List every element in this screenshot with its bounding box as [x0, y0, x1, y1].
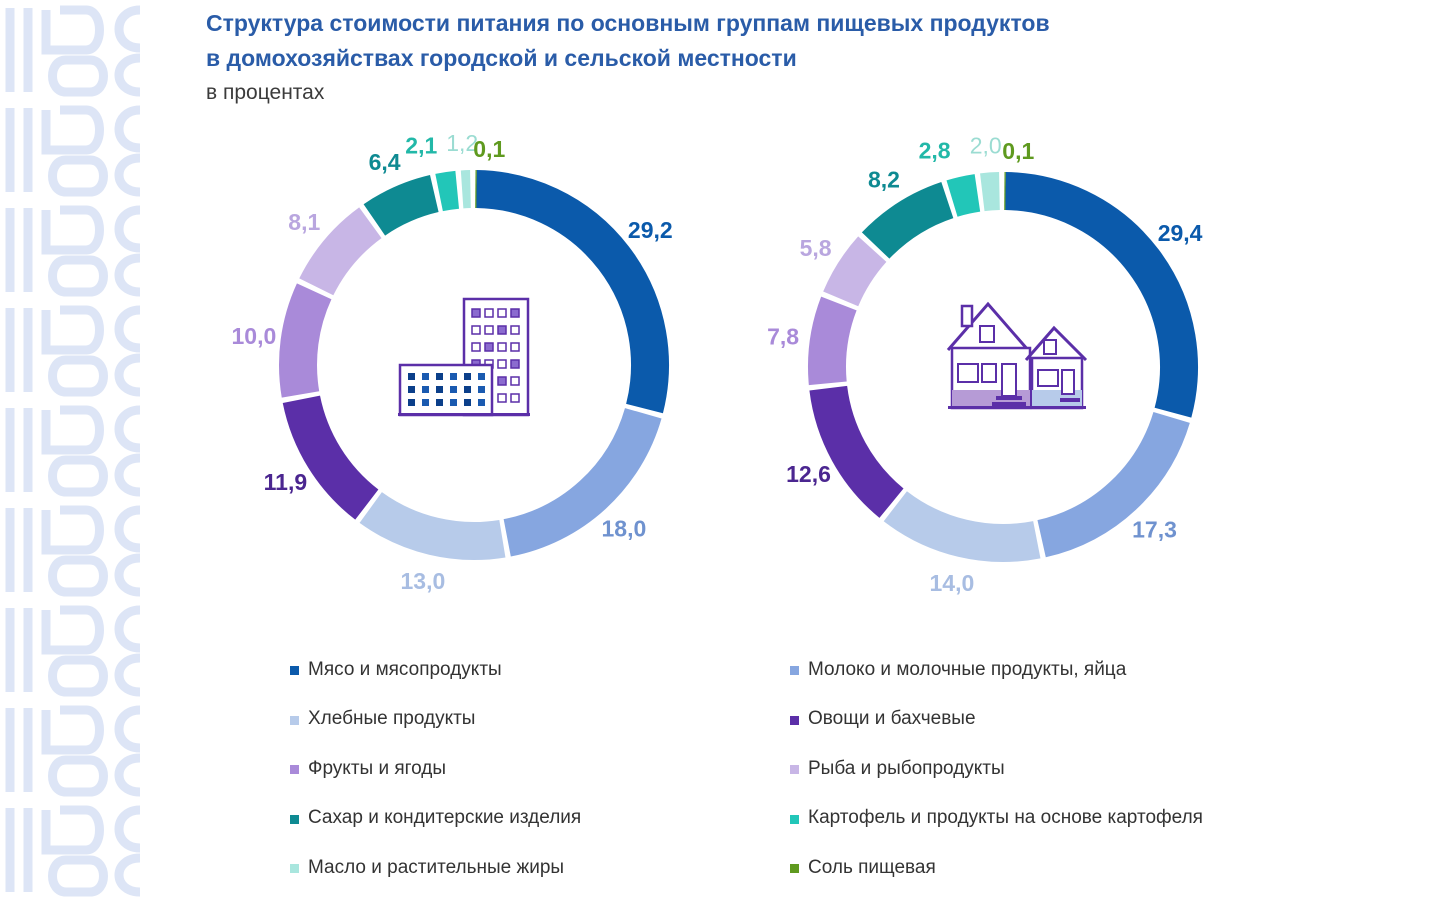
data-label: 13,0: [401, 568, 446, 594]
donut-slice: [279, 283, 332, 398]
legend-swatch: [290, 666, 299, 676]
data-label: 8,2: [868, 167, 900, 193]
apartment-buildings-icon: [398, 297, 530, 417]
legend-swatch: [790, 715, 799, 725]
donut-slice: [435, 170, 460, 212]
legend-item: Молоко и молочные продукты, яйца: [790, 645, 1290, 695]
legend-swatch: [790, 765, 799, 775]
legend-swatch: [290, 814, 299, 824]
donut-slice: [946, 174, 981, 217]
chart-title: Структура стоимости питания по основным …: [206, 6, 1306, 76]
data-label: 7,8: [767, 323, 799, 349]
legend-item: Рыба и рыбопродукты: [790, 744, 1290, 794]
legend-label: Соль пищевая: [808, 856, 936, 878]
country-houses-icon: [946, 301, 1088, 410]
legend-swatch: [290, 715, 299, 725]
data-label: 14,0: [930, 570, 975, 596]
legend-swatch: [790, 814, 799, 824]
donut-slice: [861, 182, 954, 260]
donut-slice: [363, 175, 440, 236]
legend-item: Сахар и кондитерские изделия: [290, 794, 790, 844]
data-label: 5,8: [800, 235, 832, 261]
legend-item: Овощи и бахчевые: [790, 695, 1290, 745]
data-label: 2,8: [919, 137, 951, 163]
legend-swatch: [290, 864, 299, 874]
data-label: 29,4: [1158, 220, 1203, 246]
legend-swatch: [790, 864, 799, 874]
data-label: 0,1: [473, 136, 505, 162]
legend-item: Масло и растительные жиры: [290, 843, 790, 893]
data-label: 8,1: [288, 209, 320, 235]
data-label: 6,4: [369, 149, 401, 175]
legend-item: Соль пищевая: [790, 843, 1290, 893]
legend-label: Овощи и бахчевые: [808, 708, 976, 730]
legend-item: Картофель и продукты на основе картофеля: [790, 794, 1290, 844]
decorative-pattern: [5, 5, 141, 897]
data-label: 2,0: [970, 133, 1002, 159]
donut-slice: [1004, 172, 1198, 418]
donut-slice: [823, 236, 887, 307]
legend-item: Мясо и мясопродукты: [290, 645, 790, 695]
legend-item: Хлебные продукты: [290, 695, 790, 745]
legend-item: Фрукты и ягоды: [290, 744, 790, 794]
donut-slice: [503, 407, 662, 557]
rural-donut-chart: 29,4 17,3 14,0 12,6 7,8 5,8 8,2 2,8 2,0 0,1: [767, 133, 1203, 597]
data-label: 29,2: [628, 217, 673, 243]
data-label: 17,3: [1132, 516, 1177, 542]
title-line-1: Структура стоимости питания по основным …: [206, 10, 1050, 36]
legend-swatch: [290, 765, 299, 775]
data-label: 1,2: [446, 130, 478, 156]
legend-label: Молоко и молочные продукты, яйца: [808, 658, 1127, 680]
legend-label: Картофель и продукты на основе картофеля: [808, 807, 1203, 829]
donut-charts: 29,218,013,011,910,08,16,42,1 1,20,1 29,4…: [232, 130, 1203, 597]
donut-slice: [282, 395, 379, 520]
legend-label: Фрукты и ягоды: [308, 757, 447, 779]
data-label: 10,0: [232, 323, 277, 349]
legend-label: Сахар и кондитерские изделия: [308, 807, 582, 829]
data-label: 2,1: [405, 132, 437, 158]
chart-subtitle: в процентах: [206, 81, 325, 104]
legend-label: Масло и растительные жиры: [308, 856, 565, 878]
donut-slice: [299, 207, 382, 296]
data-label: 18,0: [602, 516, 647, 542]
legend-label: Мясо и мясопродукты: [308, 658, 502, 680]
donut-slice: [980, 172, 1001, 212]
data-label: 11,9: [264, 469, 308, 495]
title-line-2: в домохозяйствах городской и сельской ме…: [206, 45, 797, 71]
donut-slice: [359, 491, 506, 560]
urban-donut-chart: 29,2 18,0 13,0 11,9 10,0 8,1 6,42,1 1,20,1: [232, 130, 673, 594]
legend-label: Рыба и рыбопродукты: [808, 757, 1005, 779]
legend-swatch: [790, 666, 799, 676]
data-label: 0,1: [1002, 138, 1034, 164]
donut-slice: [1037, 411, 1190, 558]
donut-slice: [883, 490, 1041, 562]
chart-legend: Мясо и мясопродукты Молоко и молочные про…: [290, 645, 1290, 893]
data-label: 12,6: [786, 461, 831, 487]
chart-header: Структура стоимости питания по основным …: [206, 6, 1306, 108]
legend-label: Хлебные продукты: [308, 708, 476, 730]
donut-slice: [809, 385, 904, 518]
donut-slice: [475, 170, 669, 414]
donut-slice: [808, 296, 857, 386]
